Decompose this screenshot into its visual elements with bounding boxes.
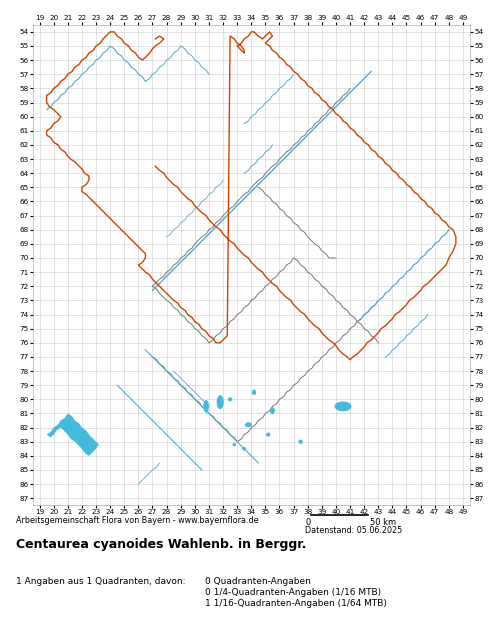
Text: 0: 0	[305, 518, 310, 527]
Ellipse shape	[266, 433, 270, 436]
Ellipse shape	[232, 443, 236, 446]
Ellipse shape	[252, 389, 256, 395]
Ellipse shape	[334, 401, 351, 411]
Text: 0 1/4-Quadranten-Angaben (1/16 MTB): 0 1/4-Quadranten-Angaben (1/16 MTB)	[205, 588, 381, 597]
Text: 50 km: 50 km	[370, 518, 396, 527]
Text: Centaurea cyanoides Wahlenb. in Berggr.: Centaurea cyanoides Wahlenb. in Berggr.	[16, 538, 307, 551]
Ellipse shape	[270, 407, 275, 414]
Ellipse shape	[228, 397, 232, 401]
Ellipse shape	[204, 400, 209, 413]
Text: 0 Quadranten-Angaben: 0 Quadranten-Angaben	[205, 577, 311, 586]
Text: Arbeitsgemeinschaft Flora von Bayern - www.bayernflora.de: Arbeitsgemeinschaft Flora von Bayern - w…	[16, 516, 259, 525]
Ellipse shape	[216, 395, 224, 409]
Ellipse shape	[298, 440, 303, 444]
Text: 1 1/16-Quadranten-Angaben (1/64 MTB): 1 1/16-Quadranten-Angaben (1/64 MTB)	[205, 599, 387, 608]
Ellipse shape	[245, 422, 252, 427]
Polygon shape	[46, 414, 99, 456]
Text: 1 Angaben aus 1 Quadranten, davon:: 1 Angaben aus 1 Quadranten, davon:	[16, 577, 186, 586]
Ellipse shape	[242, 447, 246, 451]
Text: Datenstand: 05.06.2025: Datenstand: 05.06.2025	[305, 526, 402, 535]
